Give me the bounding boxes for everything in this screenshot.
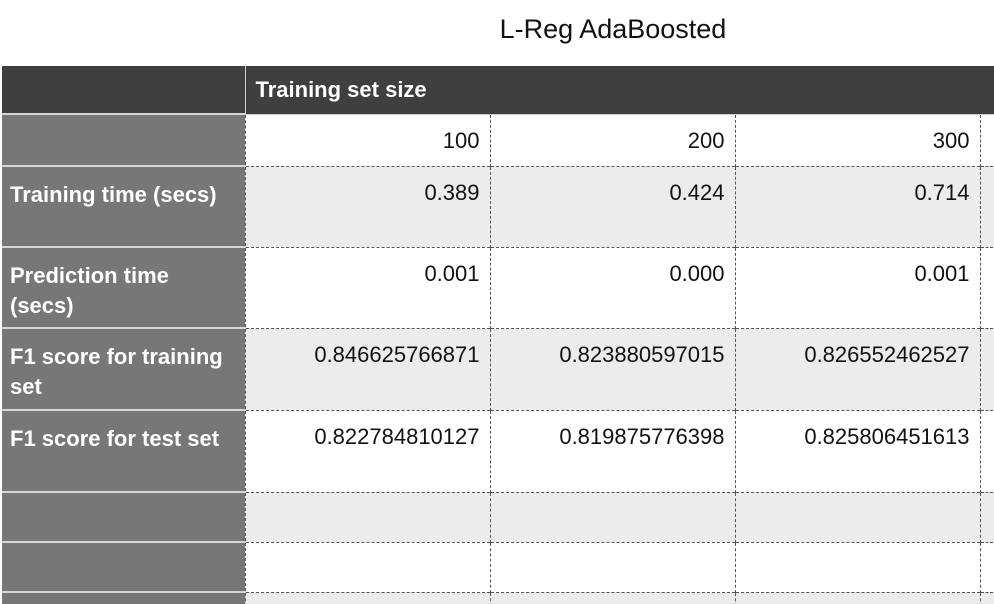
tail-cell [979,541,994,592]
size-cell: 300 [734,113,980,166]
empty-cell [734,591,980,604]
empty-cell [244,541,490,592]
empty-cell [489,591,735,604]
size-cell: 200 [489,113,735,166]
table-header-row: Training set size [2,66,994,115]
value-cell: 0.000 [489,246,735,328]
empty-cell [244,591,490,604]
value-cell: 0.823880597015 [489,327,735,410]
results-table: Training set size 100 200 300 Training t… [2,66,994,604]
table-row-training-time: Training time (secs) 0.389 0.424 0.714 [2,165,994,247]
table-row-empty [2,491,994,542]
row-label-prediction-time: Prediction time (secs) [2,246,245,328]
value-cell: 0.846625766871 [244,327,490,410]
value-cell: 0.001 [244,246,490,328]
value-cell: 0.389 [244,165,490,247]
value-cell: 0.826552462527 [734,327,980,410]
tail-cell [979,327,994,410]
header-corner-cell [2,66,246,115]
empty-cell [734,491,980,542]
page-title: L-Reg AdaBoosted [499,14,727,44]
row-label-empty [2,113,245,166]
value-cell: 0.819875776398 [489,409,735,492]
row-label-f1-training: F1 score for training set [2,327,245,410]
row-label-f1-test: F1 score for test set [2,409,245,492]
table-row-sizes: 100 200 300 [2,113,994,166]
row-label-training-time: Training time (secs) [2,165,245,247]
empty-cell [734,541,980,592]
tail-cell [979,113,994,166]
empty-cell [489,541,735,592]
empty-cell [489,491,735,542]
value-cell: 0.714 [734,165,980,247]
table-row-prediction-time: Prediction time (secs) 0.001 0.000 0.001 [2,246,994,328]
value-cell: 0.822784810127 [244,409,490,492]
value-cell: 0.424 [489,165,735,247]
row-label-empty [2,591,245,604]
tail-cell [979,491,994,542]
table-row-empty [2,591,994,604]
value-cell: 0.825806451613 [734,409,980,492]
empty-cell [244,491,490,542]
table-row-empty [2,541,994,592]
tail-cell [979,165,994,247]
table-row-f1-test: F1 score for test set 0.822784810127 0.8… [2,409,994,492]
value-cell: 0.001 [734,246,980,328]
tail-cell [979,246,994,328]
size-cell: 100 [244,113,490,166]
tail-cell [979,409,994,492]
tail-cell [979,591,994,604]
table-row-f1-training: F1 score for training set 0.846625766871… [2,327,994,410]
header-training-set-size: Training set size [244,66,994,115]
row-label-empty [2,491,245,542]
row-label-empty [2,541,245,592]
